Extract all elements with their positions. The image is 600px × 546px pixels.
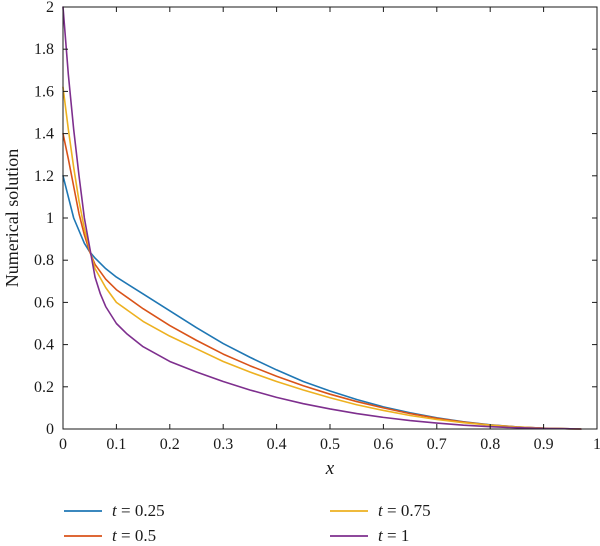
y-tick-label: 0.4 [34, 337, 54, 354]
legend-label: t = 0.75 [378, 501, 431, 520]
x-axis: 0 0.1 0.2 0.3 0.4 0.5 0.6 0.7 0.8 0.9 1 [59, 7, 600, 453]
legend-value: 0.25 [135, 501, 165, 520]
legend-equals: = [117, 501, 135, 520]
y-tick-label: 2 [46, 0, 54, 16]
y-tick-label: 1.6 [34, 83, 54, 100]
legend-label: t = 0.5 [112, 526, 156, 545]
y-tick-label: 1.8 [34, 41, 54, 58]
y-tick-label: 1.4 [34, 126, 54, 143]
x-tick-label: 0.4 [267, 436, 287, 453]
y-axis-label: Numerical solution [2, 149, 22, 287]
y-tick-label: 1.2 [34, 168, 54, 185]
legend-value: 0.75 [401, 501, 431, 520]
x-tick-label: 1 [593, 436, 600, 453]
legend-item: t = 0.75 [330, 501, 431, 520]
y-tick-label: 0.8 [34, 252, 54, 269]
legend-var: t [112, 501, 118, 520]
legend-var: t [378, 501, 384, 520]
legend-var: t [112, 526, 118, 545]
legend-label: t = 1 [378, 526, 409, 545]
y-tick-label: 0.6 [34, 294, 54, 311]
x-tick-label: 0.7 [427, 436, 447, 453]
legend-item: t = 0.25 [64, 501, 165, 520]
curves-layer [62, 6, 582, 430]
legend: t = 0.25 t = 0.75t = 0.5 t = 1 [64, 501, 431, 545]
y-tick-label: 0 [46, 421, 54, 438]
legend-var: t [378, 526, 384, 545]
series-line-2 [62, 86, 582, 430]
legend-equals: = [383, 501, 401, 520]
legend-equals: = [383, 526, 401, 545]
x-tick-label: 0.8 [480, 436, 500, 453]
legend-item: t = 1 [330, 526, 409, 545]
series-line-3 [62, 6, 582, 430]
x-tick-label: 0 [59, 436, 67, 453]
plot-frame [62, 6, 598, 430]
x-tick-label: 0.1 [106, 436, 126, 453]
x-tick-label: 0.6 [373, 436, 393, 453]
x-tick-label: 0.2 [160, 436, 180, 453]
x-tick-label: 0.3 [213, 436, 233, 453]
series-line-1 [62, 132, 582, 430]
x-axis-label: x [325, 458, 335, 479]
y-axis: 0 0.2 0.4 0.6 0.8 1 1.2 1.4 1.6 1.8 2 [34, 0, 597, 438]
y-tick-label: 1 [46, 210, 54, 227]
legend-value: 0.5 [135, 526, 156, 545]
x-tick-label: 0.5 [320, 436, 340, 453]
legend-label: t = 0.25 [112, 501, 165, 520]
legend-equals: = [117, 526, 135, 545]
y-tick-label: 0.2 [34, 379, 54, 396]
x-tick-label: 0.9 [534, 436, 554, 453]
legend-item: t = 0.5 [64, 526, 156, 545]
legend-value: 1 [401, 526, 410, 545]
